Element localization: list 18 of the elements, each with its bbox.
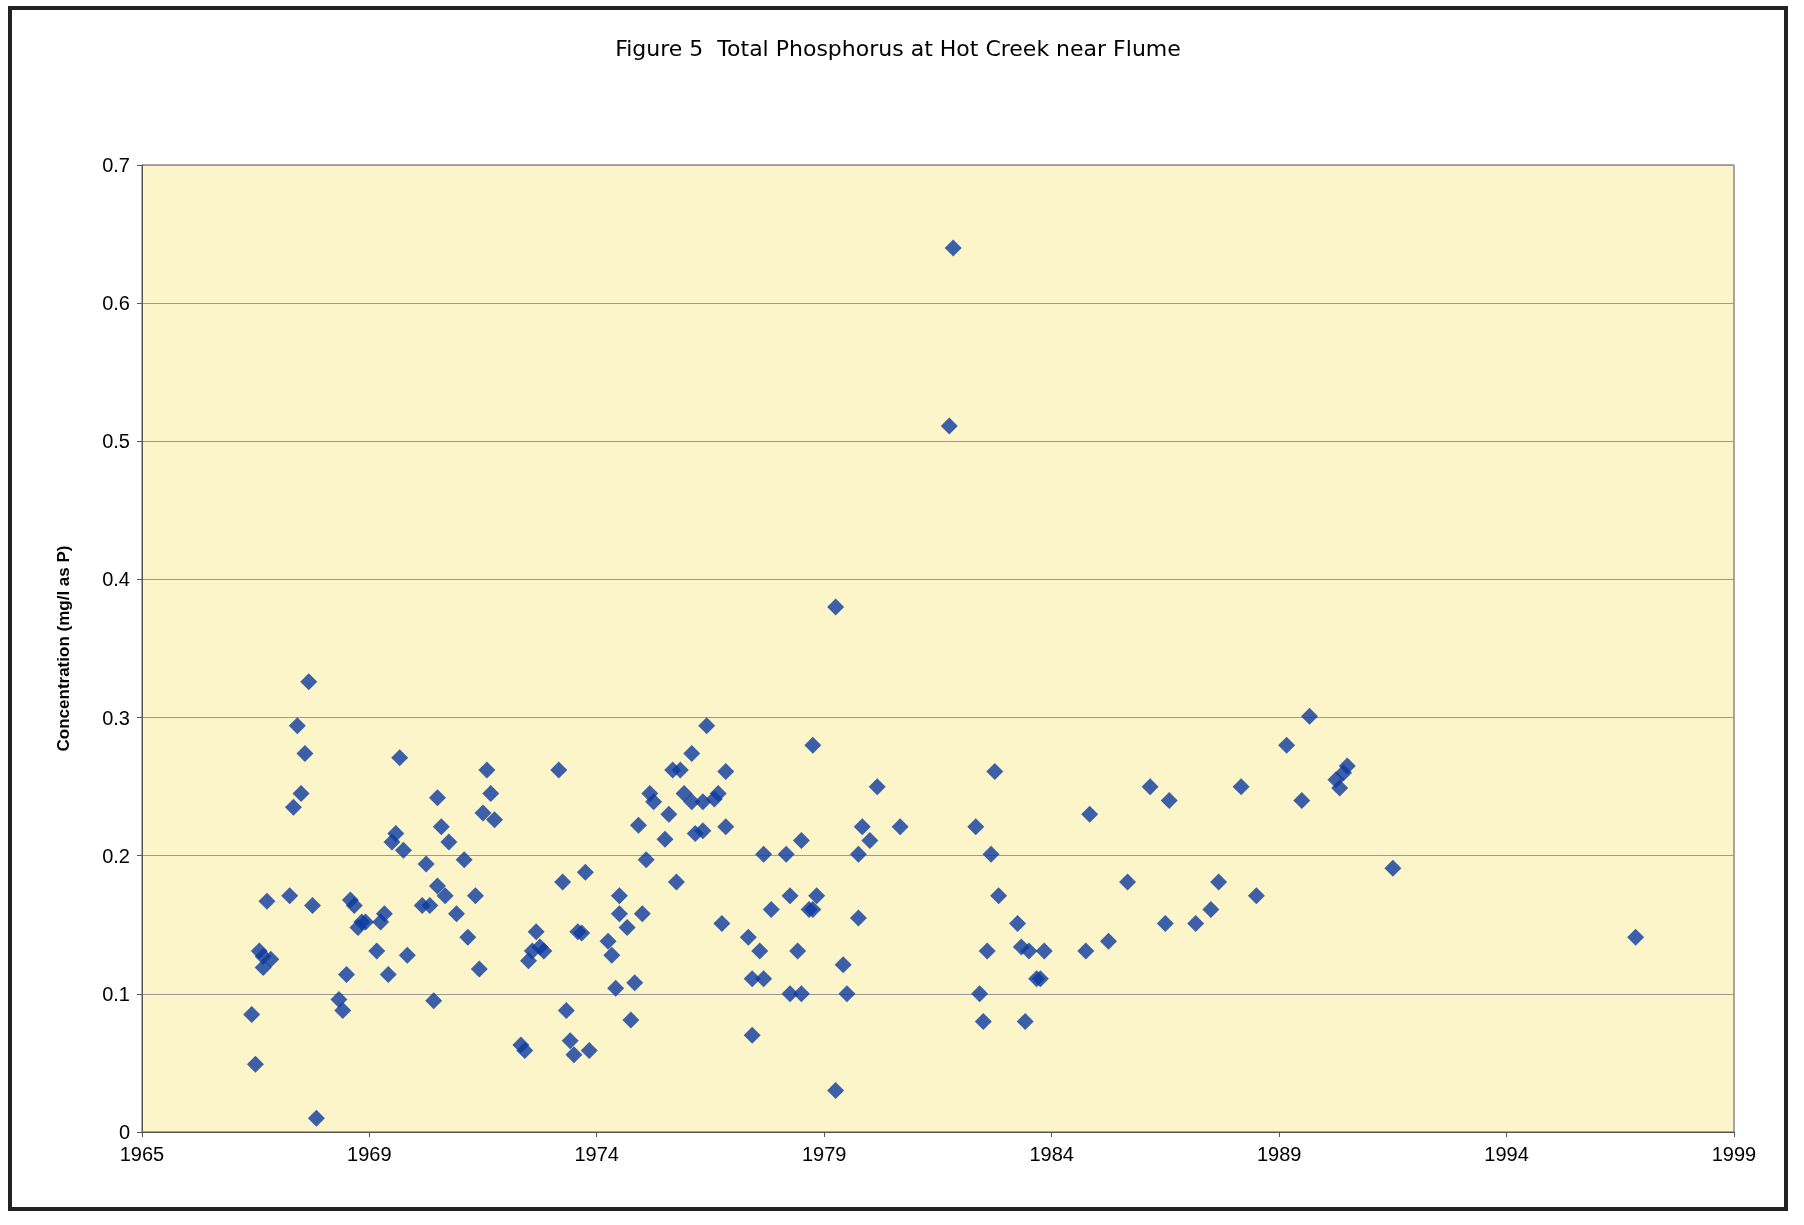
x-tick-label: 1999 (1711, 1143, 1757, 1165)
x-tick-label: 1974 (574, 1143, 619, 1165)
x-tick-label: 1979 (801, 1143, 847, 1165)
y-tick-label: 0.3 (102, 706, 130, 729)
x-tick-label: 1965 (119, 1143, 165, 1165)
x-tick-label: 1994 (1484, 1143, 1529, 1165)
y-tick-label: 0.7 (102, 154, 130, 176)
y-axis-title: Concentration (mg/l as P) (54, 545, 73, 752)
y-tick-label: 0.5 (102, 430, 130, 453)
x-tick-label: 1984 (1029, 1143, 1074, 1165)
y-tick-label: 0.1 (102, 982, 130, 1005)
y-tick-label: 0 (118, 1121, 130, 1143)
x-tick-label: 1989 (1256, 1143, 1302, 1165)
y-tick-label: 0.2 (102, 844, 130, 867)
x-tick-label: 1969 (347, 1143, 392, 1165)
y-tick-label: 0.6 (102, 292, 130, 315)
chart-title: Figure 5 Total Phosphorus at Hot Creek near Flume (615, 35, 1181, 61)
y-tick-label: 0.4 (102, 568, 130, 591)
